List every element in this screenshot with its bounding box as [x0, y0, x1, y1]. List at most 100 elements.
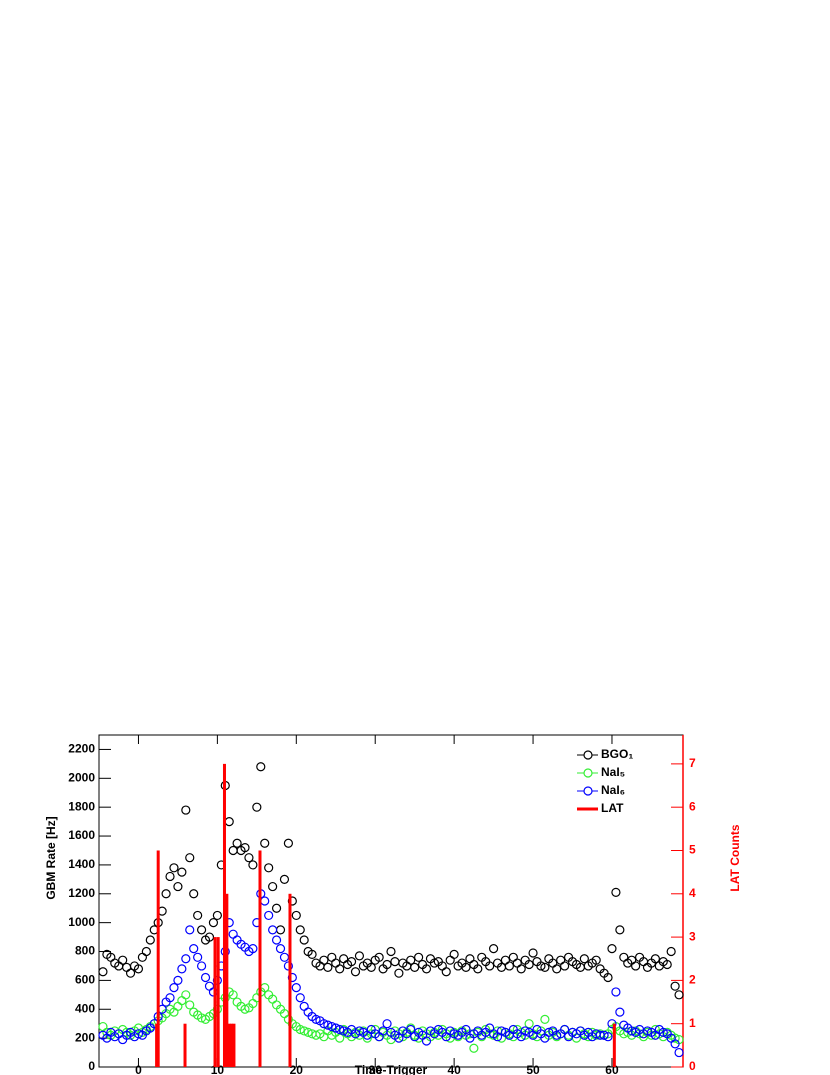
- data-point: [560, 961, 570, 971]
- data-point: [619, 952, 629, 962]
- data-point: [658, 1027, 668, 1037]
- x-tick-label: 60: [605, 1063, 619, 1075]
- data-point: [323, 1020, 333, 1030]
- data-point: [366, 962, 376, 973]
- data-point: [295, 1024, 305, 1035]
- y-tick-label: 800: [75, 944, 95, 958]
- data-point: [374, 952, 384, 962]
- data-point: [260, 838, 270, 848]
- data-point: [591, 955, 601, 965]
- plot-frame: [98, 734, 684, 1068]
- data-point: [177, 995, 187, 1006]
- y-axis-label: GBM Rate [Hz]: [44, 816, 58, 899]
- data-point: [268, 881, 278, 892]
- data-point: [252, 802, 262, 812]
- data-point: [137, 952, 148, 962]
- data-point: [240, 1004, 250, 1014]
- data-point: [508, 952, 518, 962]
- data-point: [173, 975, 183, 985]
- data-point: [224, 817, 234, 827]
- y2-tick-label: 5: [689, 843, 696, 857]
- data-point: [335, 1024, 345, 1035]
- data-point: [670, 981, 680, 991]
- data-point: [327, 1021, 337, 1032]
- lat-bar: [156, 850, 160, 1067]
- y-tick-label: 400: [75, 1001, 95, 1015]
- lat-bar: [155, 1023, 159, 1067]
- data-point: [394, 968, 404, 978]
- y-tick-label: 1800: [68, 799, 95, 813]
- data-point: [169, 863, 179, 873]
- data-point: [382, 959, 392, 970]
- data-point: [260, 896, 270, 906]
- data-point: [291, 910, 301, 921]
- data-point: [540, 1014, 550, 1024]
- data-point: [674, 1047, 684, 1058]
- data-point: [185, 1000, 195, 1010]
- lat-bar: [230, 1023, 234, 1067]
- data-point: [488, 944, 499, 954]
- data-point: [662, 959, 672, 970]
- lat-bar: [183, 1023, 187, 1067]
- data-point: [524, 1019, 534, 1029]
- data-point: [445, 955, 455, 965]
- data-point: [268, 925, 278, 935]
- y-tick-label: 600: [75, 973, 95, 987]
- x-tick-label: 30: [369, 1063, 383, 1075]
- data-point: [307, 949, 317, 960]
- data-point: [339, 954, 349, 964]
- data-point: [607, 1019, 617, 1029]
- data-point: [469, 1043, 479, 1053]
- data-point: [133, 964, 144, 974]
- data-point: [264, 910, 274, 921]
- y2-tick-label: 6: [689, 799, 696, 813]
- data-point: [271, 935, 282, 945]
- y2-tick-label: 1: [689, 1016, 696, 1030]
- data-point: [536, 961, 546, 971]
- lat-bar: [225, 893, 229, 1067]
- data-point: [441, 967, 451, 977]
- lat-bar: [232, 1023, 236, 1067]
- data-point: [299, 1001, 309, 1011]
- data-point: [552, 1030, 562, 1040]
- data-point: [500, 955, 511, 965]
- data-point: [674, 990, 684, 1000]
- data-point: [406, 1024, 416, 1035]
- data-point: [98, 1021, 108, 1032]
- data-point: [173, 881, 183, 892]
- data-point: [240, 842, 250, 853]
- data-point: [185, 925, 195, 935]
- y-tick-label: 1400: [68, 857, 95, 871]
- data-point: [516, 964, 526, 974]
- data-point: [528, 948, 538, 958]
- data-point: [248, 944, 258, 954]
- data-point: [212, 910, 222, 921]
- data-point: [540, 962, 550, 973]
- data-point: [354, 951, 365, 961]
- data-point: [465, 954, 475, 964]
- data-point: [228, 990, 238, 1000]
- data-point: [248, 860, 258, 870]
- data-point: [461, 962, 471, 973]
- data-point: [410, 962, 420, 973]
- data-point: [599, 1030, 609, 1040]
- data-point: [520, 1026, 530, 1036]
- data-point: [382, 1019, 392, 1029]
- y2-axis-label: LAT Counts: [728, 824, 742, 891]
- data-point: [177, 964, 187, 974]
- lat-bar: [216, 937, 220, 1067]
- data-point: [275, 944, 286, 954]
- data-point: [327, 952, 337, 962]
- data-point: [181, 954, 191, 964]
- data-point: [196, 925, 207, 935]
- data-point: [185, 853, 195, 863]
- data-point: [631, 961, 641, 971]
- data-point: [228, 929, 238, 939]
- y-tick-label: 1200: [68, 886, 95, 900]
- data-point: [299, 935, 309, 945]
- data-point: [303, 1027, 313, 1037]
- data-point: [283, 838, 294, 848]
- data-point: [504, 961, 514, 971]
- data-point: [232, 838, 242, 848]
